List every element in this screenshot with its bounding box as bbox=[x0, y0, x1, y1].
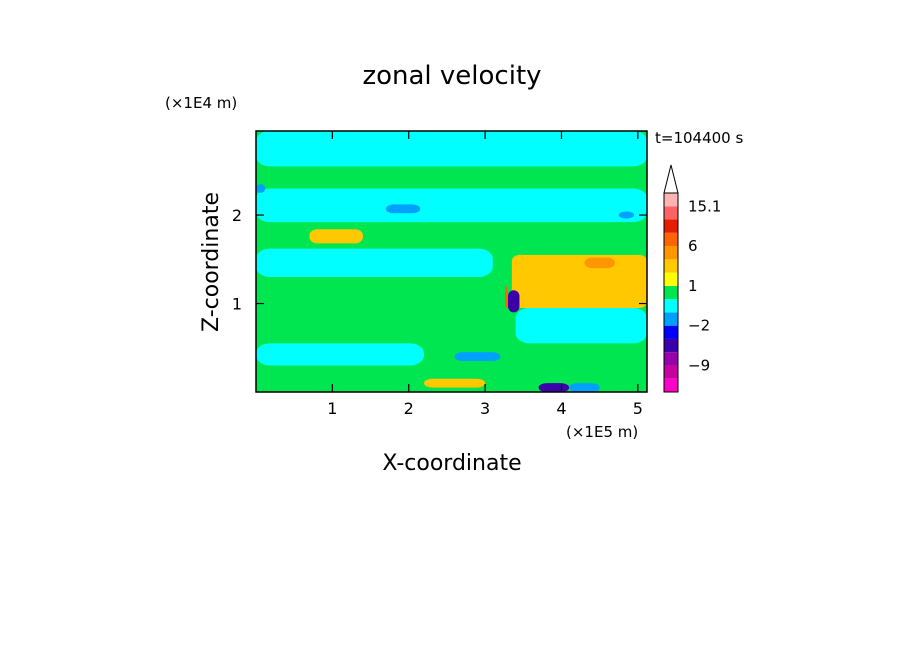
colorbar-segment bbox=[664, 365, 678, 379]
colorbar-segment bbox=[664, 219, 678, 233]
colorbar-segment bbox=[664, 338, 678, 353]
field-band bbox=[256, 188, 647, 223]
y-tick-label: 2 bbox=[232, 206, 242, 225]
x-tick-label: 1 bbox=[327, 399, 337, 418]
colorbar-extend-arrow bbox=[663, 164, 679, 194]
colorbar-segment bbox=[664, 272, 678, 286]
field-blob bbox=[424, 378, 486, 388]
colorbar-segment bbox=[664, 352, 678, 366]
x-unit-label: (×1E5 m) bbox=[566, 423, 638, 441]
x-tick-label: 5 bbox=[633, 399, 643, 418]
plot-frame bbox=[255, 130, 648, 393]
colorbar-tick-label: 6 bbox=[688, 237, 698, 255]
colorbar-tick-label: 15.1 bbox=[688, 197, 721, 215]
field-blob bbox=[618, 211, 635, 219]
field-blob bbox=[256, 184, 266, 193]
field-blob bbox=[511, 254, 647, 308]
y-axis-title: Z-coordinate bbox=[199, 192, 224, 332]
colorbar-segment bbox=[664, 378, 678, 392]
field-band bbox=[256, 248, 493, 277]
field-blob bbox=[454, 352, 501, 362]
x-axis: 1 2 3 4 5 bbox=[327, 131, 643, 418]
colorbar-frame bbox=[663, 192, 679, 393]
x-tick-label: 2 bbox=[404, 399, 414, 418]
chart-title: zonal velocity bbox=[362, 61, 541, 91]
colorbar-tick-label: −9 bbox=[688, 356, 710, 374]
colorbar-segment bbox=[664, 246, 678, 260]
field-band bbox=[256, 131, 647, 167]
field-blob bbox=[538, 383, 570, 392]
colorbar-segment bbox=[664, 232, 678, 247]
colorbar-segment bbox=[664, 206, 678, 220]
colorbar-segment bbox=[664, 193, 678, 207]
field-blob bbox=[508, 290, 520, 313]
colorbar-segment bbox=[664, 312, 678, 326]
colorbar-segment bbox=[664, 285, 678, 300]
colorbar-segment bbox=[664, 299, 678, 313]
field-blob bbox=[309, 229, 363, 244]
plot-area bbox=[256, 131, 647, 392]
field-blob bbox=[584, 257, 615, 269]
colorbar-segment bbox=[664, 325, 678, 339]
field-blob bbox=[569, 383, 600, 392]
field-band bbox=[256, 343, 425, 366]
colorbar: 15.1 6 1 −2 −9 bbox=[663, 164, 721, 393]
field-band bbox=[515, 307, 647, 344]
x-tick-label: 3 bbox=[480, 399, 490, 418]
colorbar-tick-label: 1 bbox=[688, 277, 698, 295]
y-axis: 12 bbox=[232, 206, 647, 314]
y-unit-label: (×1E4 m) bbox=[165, 94, 237, 112]
colorbar-tick-label: −2 bbox=[688, 317, 710, 335]
time-label: t=104400 s bbox=[655, 129, 743, 147]
field-blob bbox=[504, 285, 509, 308]
x-tick-label: 4 bbox=[556, 399, 566, 418]
y-tick-label: 1 bbox=[232, 295, 242, 314]
x-axis-title: X-coordinate bbox=[382, 451, 521, 476]
colorbar-segment bbox=[664, 259, 678, 273]
field-blob bbox=[385, 204, 421, 214]
